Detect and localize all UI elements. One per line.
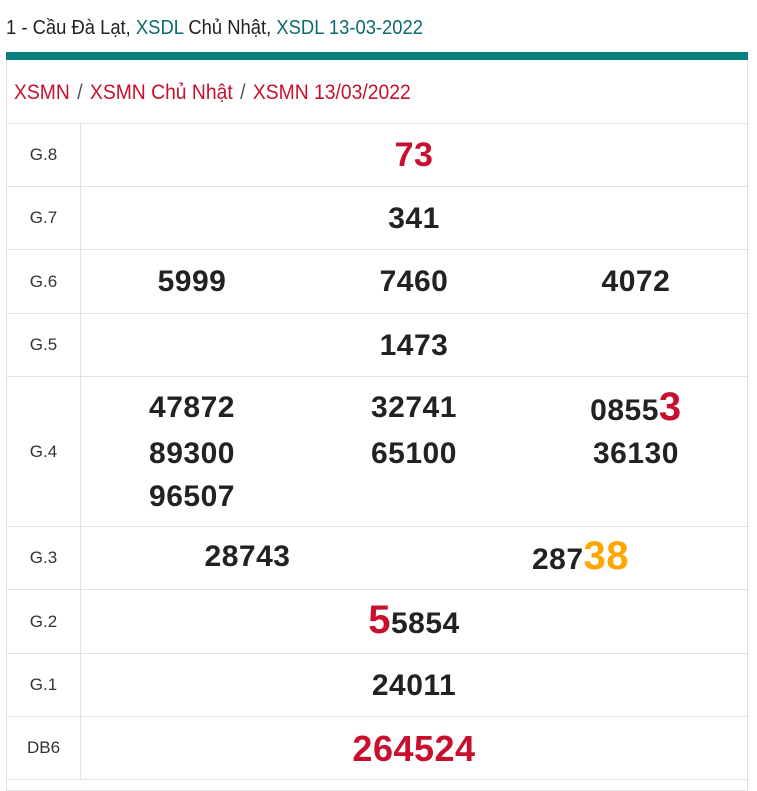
prize-number: 89300 <box>149 436 235 470</box>
prize-number: 47872 <box>149 390 235 424</box>
prize-row-g5: G.5 1473 <box>6 313 748 377</box>
prize-row-g4: G.4 47872 32741 08553 89300 65100 36130 … <box>6 376 748 527</box>
highlight-digit: 5 <box>368 597 391 642</box>
prize-label: G.4 <box>6 376 81 527</box>
prize-number: 1473 <box>379 328 449 362</box>
prize-row-g1: G.1 24011 <box>6 653 748 717</box>
number-part: 0855 <box>590 393 659 427</box>
special-prize-number: 264524 <box>352 727 476 769</box>
header-bar <box>6 52 748 60</box>
prize-number: 24011 <box>371 668 457 702</box>
breadcrumb-separator: / <box>240 81 246 104</box>
prize-label: DB6 <box>6 716 81 780</box>
heading-prefix: 1 - Cầu Đà Lạt, <box>6 17 136 39</box>
prize-number: 28743 <box>204 540 291 573</box>
prize-number: 341 <box>388 201 440 235</box>
xsdl-date-link[interactable]: XSDL 13-03-2022 <box>276 17 423 39</box>
prize-row-g7: G.7 341 <box>6 186 748 250</box>
number-part: 287 <box>531 543 584 576</box>
breadcrumb: XSMN / XSMN Chủ Nhật / XSMN 13/03/2022 <box>14 81 411 105</box>
xsdl-link[interactable]: XSDL <box>135 17 184 39</box>
prize-label: G.7 <box>6 186 81 250</box>
breadcrumb-xsmn-date: XSMN 13/03/2022 <box>252 81 411 104</box>
prize-label: G.1 <box>6 653 81 717</box>
prize-number: 28738 <box>414 535 747 581</box>
prize-label: G.6 <box>6 249 81 314</box>
highlight-digit: 3 <box>658 384 682 429</box>
prize-number: 96507 <box>149 479 235 513</box>
prize-row-g6: G.6 5999 7460 4072 <box>6 249 748 314</box>
prize-number: 32741 <box>370 390 457 424</box>
breadcrumb-xsmn[interactable]: XSMN <box>14 81 70 104</box>
prize-number: 55854 <box>81 597 747 645</box>
page-heading: 1 - Cầu Đà Lạt, XSDL Chủ Nhật, XSDL 13-0… <box>6 17 423 40</box>
prize-number: 73 <box>394 135 434 174</box>
results-table: G.8 73 G.7 341 G.6 5999 7460 4072 G.5 14… <box>6 123 748 780</box>
prize-label: G.2 <box>6 589 81 654</box>
prize-row-special: DB6 264524 <box>6 716 748 780</box>
prize-row-g3: G.3 28743 28738 <box>6 526 748 590</box>
prize-label: G.3 <box>6 526 81 590</box>
prize-number: 08553 <box>525 384 747 432</box>
breadcrumb-xsmn-sunday[interactable]: XSMN Chủ Nhật <box>89 81 233 104</box>
prize-row-g8: G.8 73 <box>6 123 748 187</box>
prize-number: 4072 <box>601 265 671 298</box>
prize-label: G.5 <box>6 313 81 377</box>
prize-number: 7460 <box>379 265 449 298</box>
prize-row-g2: G.2 55854 <box>6 589 748 654</box>
prize-label: G.8 <box>6 123 81 187</box>
prize-number: 5999 <box>157 265 227 298</box>
prize-number: 36130 <box>592 436 679 470</box>
heading-mid: Chủ Nhật, <box>183 17 277 39</box>
prize-number: 65100 <box>370 436 457 470</box>
number-part: 5854 <box>391 606 460 640</box>
highlight-digits: 38 <box>583 534 630 578</box>
breadcrumb-separator: / <box>77 81 83 104</box>
